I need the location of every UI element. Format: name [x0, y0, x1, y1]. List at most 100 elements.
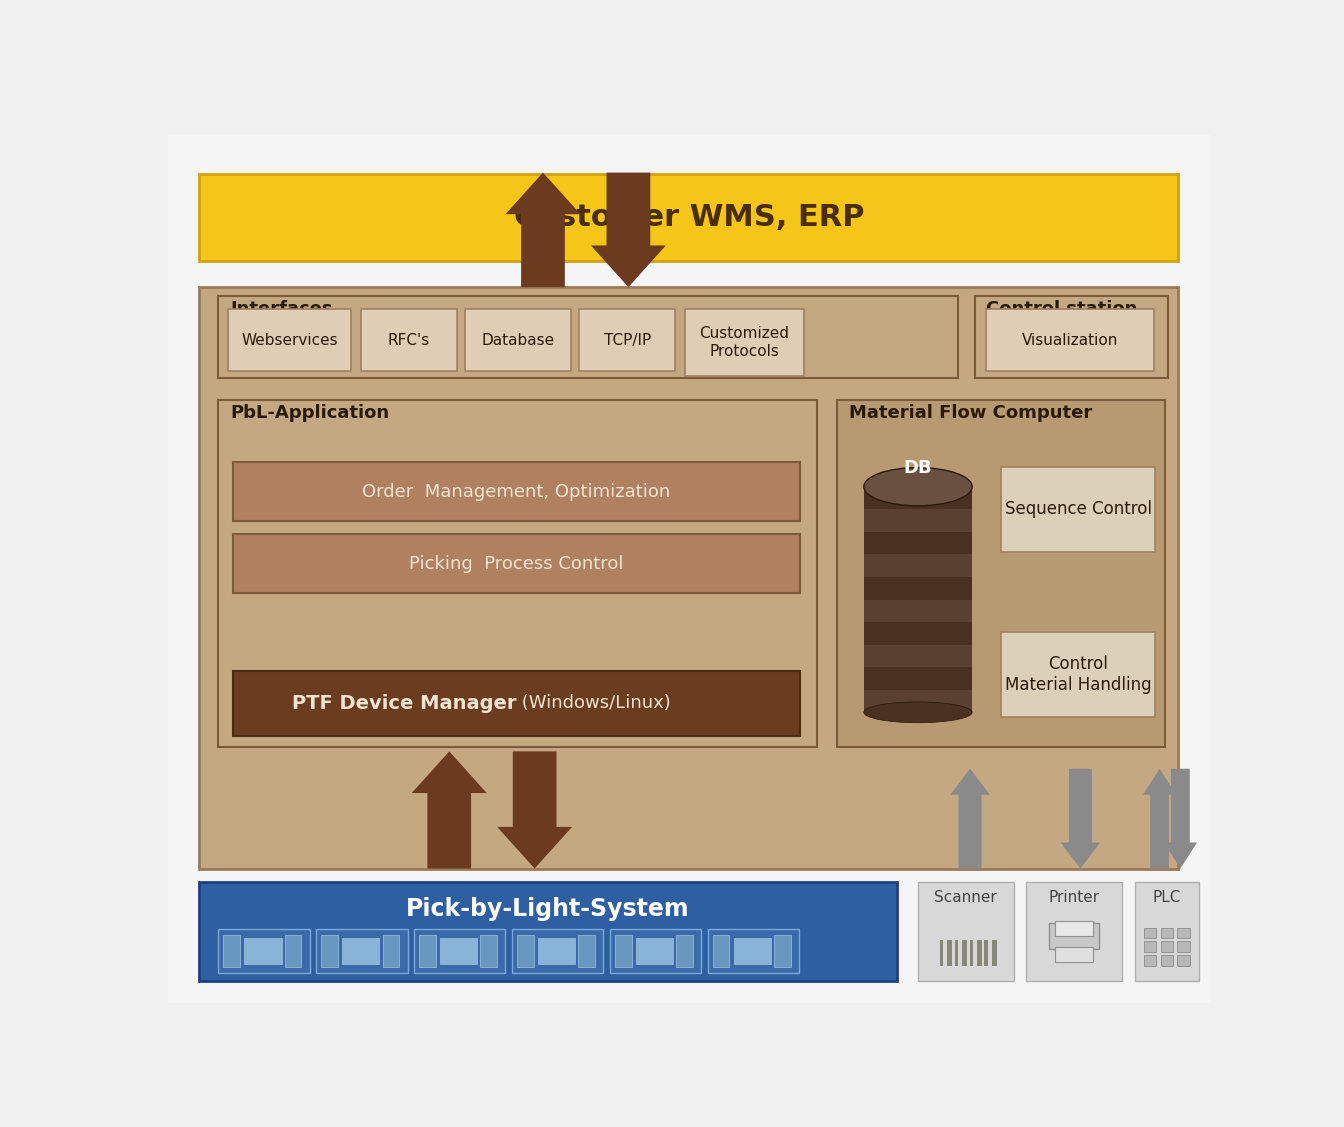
Bar [512, 930, 603, 973]
Bar [419, 935, 435, 967]
Bar [245, 938, 281, 964]
Bar [1134, 881, 1199, 982]
Bar [1055, 947, 1093, 962]
Ellipse shape [864, 468, 972, 506]
Polygon shape [505, 172, 581, 287]
Bar [610, 930, 702, 973]
Bar [864, 532, 972, 554]
Polygon shape [591, 172, 665, 287]
Bar [199, 881, 898, 982]
Bar [1177, 928, 1189, 938]
Bar [218, 295, 957, 379]
Bar [864, 645, 972, 667]
Bar [465, 309, 571, 371]
Bar [228, 309, 351, 371]
Bar [1027, 881, 1122, 982]
Bar [481, 935, 497, 967]
Bar [864, 554, 972, 577]
Bar [684, 309, 805, 376]
Bar [864, 600, 972, 622]
Polygon shape [411, 752, 487, 869]
Text: PbL-Application: PbL-Application [231, 405, 390, 423]
Bar [954, 940, 958, 966]
Bar [977, 940, 982, 966]
Bar [712, 935, 730, 967]
Bar [1177, 941, 1189, 952]
Bar [233, 534, 800, 594]
Polygon shape [497, 752, 573, 869]
Bar [538, 938, 575, 964]
Text: Picking  Process Control: Picking Process Control [409, 554, 624, 573]
Bar [579, 309, 675, 371]
Text: Order  Management, Optimization: Order Management, Optimization [363, 482, 671, 500]
Bar [1144, 941, 1156, 952]
Bar [1177, 956, 1189, 966]
Bar [1050, 923, 1099, 949]
Text: Control
Material Handling: Control Material Handling [1005, 655, 1152, 693]
Polygon shape [1060, 769, 1101, 869]
Bar [1144, 928, 1156, 938]
Text: PLC: PLC [1153, 890, 1181, 905]
Bar [992, 940, 997, 966]
Bar [948, 940, 953, 966]
Bar [517, 935, 534, 967]
Bar [614, 935, 632, 967]
Text: (Windows/Linux): (Windows/Linux) [516, 694, 671, 712]
Bar [636, 938, 673, 964]
Bar [864, 487, 972, 509]
Text: Material Flow Computer: Material Flow Computer [849, 405, 1093, 423]
Text: PTF Device Manager: PTF Device Manager [292, 694, 516, 712]
Text: Pick-by-Light-System: Pick-by-Light-System [406, 897, 689, 922]
Bar [223, 935, 239, 967]
Bar [864, 622, 972, 645]
Bar [1161, 928, 1173, 938]
Bar [218, 400, 817, 747]
Text: Customer WMS, ERP: Customer WMS, ERP [513, 203, 864, 232]
Text: Visualization: Visualization [1021, 332, 1118, 347]
Bar [439, 938, 477, 964]
Bar [383, 935, 399, 967]
Bar [1161, 956, 1173, 966]
Bar [969, 940, 973, 966]
Text: DB: DB [903, 459, 933, 477]
Text: Control station: Control station [985, 300, 1137, 318]
Bar [939, 940, 943, 966]
Bar [1001, 467, 1156, 552]
Bar [316, 930, 407, 973]
Bar [707, 930, 800, 973]
Bar [984, 940, 988, 966]
Bar [734, 938, 771, 964]
Bar [233, 671, 800, 736]
Text: Webservices: Webservices [242, 332, 339, 347]
Bar [1055, 921, 1093, 937]
Bar [199, 175, 1179, 261]
Bar [837, 400, 1165, 747]
Text: Customized
Protocols: Customized Protocols [699, 327, 789, 358]
Bar [864, 690, 972, 712]
Bar [774, 935, 790, 967]
Bar [864, 577, 972, 600]
Bar [864, 667, 972, 690]
Bar [676, 935, 694, 967]
Text: Scanner: Scanner [934, 890, 997, 905]
Ellipse shape [864, 702, 972, 722]
Bar [414, 930, 505, 973]
Bar [199, 287, 1179, 869]
Bar [578, 935, 595, 967]
Bar [1144, 956, 1156, 966]
Text: Printer: Printer [1048, 890, 1099, 905]
Bar [976, 295, 1168, 379]
Polygon shape [1142, 769, 1176, 869]
Bar [985, 309, 1154, 371]
Text: Interfaces: Interfaces [231, 300, 333, 318]
Text: Sequence Control: Sequence Control [1005, 500, 1152, 518]
Bar [918, 881, 1013, 982]
Bar [360, 309, 457, 371]
Polygon shape [950, 769, 989, 869]
Bar [285, 935, 301, 967]
Bar [233, 462, 800, 522]
Text: RFC's: RFC's [387, 332, 430, 347]
Bar [962, 940, 968, 966]
Bar [341, 938, 379, 964]
Bar [1161, 941, 1173, 952]
